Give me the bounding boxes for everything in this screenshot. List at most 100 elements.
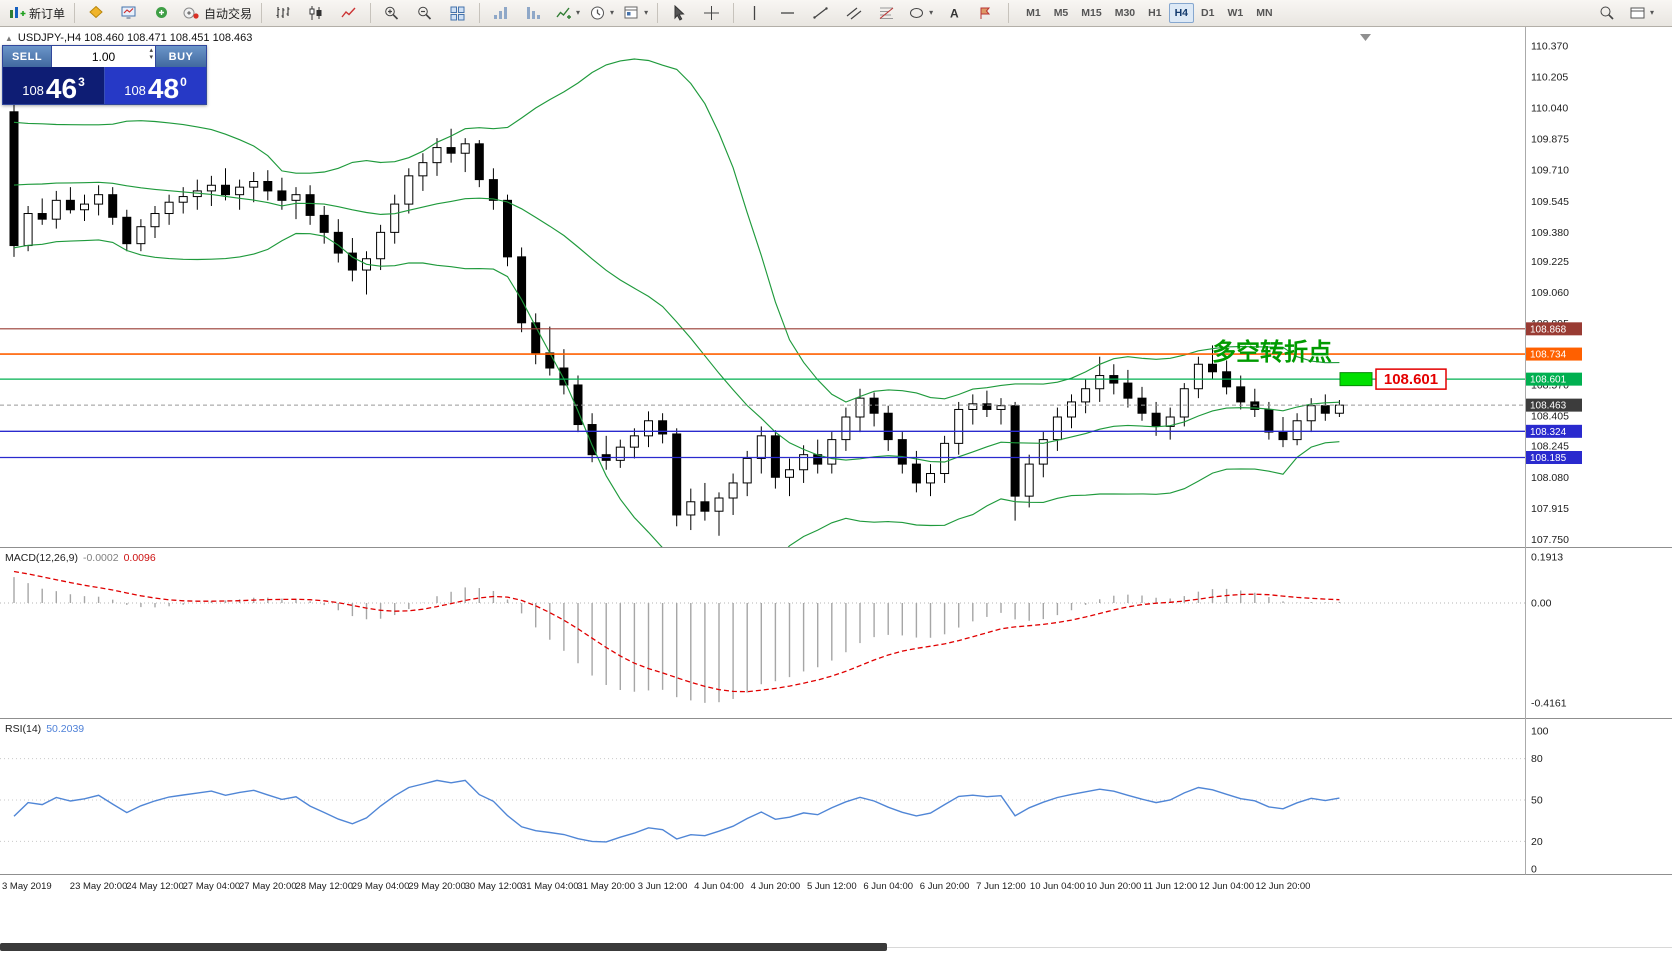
chart-canvas[interactable]: 110.370 110.205 110.040 109.875 109.710 109.5… (0, 27, 1672, 954)
cursor-tool-button[interactable] (663, 1, 695, 25)
bar-chart-button[interactable] (267, 1, 299, 25)
shapes-tool-button[interactable]: ▾ (904, 1, 937, 25)
timeframe-M5[interactable]: M5 (1053, 7, 1069, 19)
window-layout-button[interactable]: ▾ (1625, 1, 1658, 25)
arrange-ascending-button[interactable] (485, 1, 517, 25)
volume-stepper[interactable]: ▴ ▾ (149, 47, 153, 61)
svg-text:108.463: 108.463 (1530, 401, 1567, 412)
navigator-button[interactable] (146, 1, 178, 25)
symbol-ohlc-text: USDJPY-,H4 108.460 108.471 108.451 108.4… (17, 32, 253, 44)
sell-button[interactable]: SELL (3, 46, 51, 67)
collapse-panel-icon[interactable]: ▲ (5, 33, 13, 43)
svg-text:7 Jun 12:00: 7 Jun 12:00 (976, 881, 1026, 892)
chart-ohlc-header: ▲ USDJPY-,H4 108.460 108.471 108.451 108… (5, 32, 252, 44)
arrange-asc-icon (494, 7, 508, 19)
svg-text:110.370: 110.370 (1531, 40, 1568, 52)
rsi-name: RSI(14) (5, 723, 42, 735)
templates-button[interactable]: ▾ (619, 1, 652, 25)
new-order-button[interactable]: 新订单 (4, 1, 69, 25)
svg-text:3 May 2019: 3 May 2019 (2, 881, 52, 892)
mql-market-button[interactable] (80, 1, 112, 25)
line-chart-button[interactable] (333, 1, 365, 25)
svg-text:31 May 20:00: 31 May 20:00 (577, 881, 635, 892)
volume-value[interactable]: 1.00 (91, 49, 116, 64)
timeframe-H4[interactable]: H4 (1168, 3, 1195, 23)
timeframe-M1[interactable]: M1 (1026, 7, 1041, 19)
autotrade-button[interactable]: 自动交易 (179, 1, 256, 25)
svg-text:28 May 12:00: 28 May 12:00 (295, 881, 353, 892)
tile-windows-button[interactable] (442, 1, 474, 25)
toolbar-right-group: ▾ (1591, 1, 1672, 25)
svg-text:4 Jun 04:00: 4 Jun 04:00 (694, 881, 744, 892)
new-order-label: 新订单 (29, 6, 66, 21)
one-click-trading-panel: SELL 1.00 ▴ ▾ BUY 108 46 3 108 48 0 (2, 45, 207, 105)
timeframe-W1[interactable]: W1 (1227, 7, 1244, 19)
arrange-descending-button[interactable] (518, 1, 550, 25)
svg-text:0.00: 0.00 (1531, 598, 1552, 610)
crosshair-tool-button[interactable] (696, 1, 728, 25)
svg-text:23 May 20:00: 23 May 20:00 (70, 881, 128, 892)
spin-up-icon[interactable]: ▴ (149, 47, 153, 54)
buy-price[interactable]: 108 48 0 (105, 67, 206, 104)
navigator-icon (156, 7, 168, 18)
horizontal-level-lines[interactable] (0, 328, 1525, 459)
search-button[interactable] (1591, 1, 1623, 25)
sell-price-base: 108 (22, 83, 44, 98)
zoom-out-button[interactable] (409, 1, 441, 25)
buy-price-pip: 0 (180, 75, 187, 89)
timeframe-M15[interactable]: M15 (1081, 7, 1102, 19)
macd-name: MACD(12,26,9) (5, 552, 78, 564)
svg-text:12 Jun 20:00: 12 Jun 20:00 (1256, 881, 1311, 892)
indicators-button[interactable]: ▾ (551, 1, 584, 25)
rsi-line (13, 779, 1340, 843)
zoom-in-button[interactable] (376, 1, 408, 25)
chevron-down-icon: ▾ (576, 8, 581, 17)
candle-chart-button[interactable] (300, 1, 332, 25)
channel-tool-button[interactable] (838, 1, 870, 25)
svg-text:108.185: 108.185 (1530, 453, 1567, 464)
vertical-line-tool-button[interactable] (739, 1, 771, 25)
price-badge (1526, 451, 1582, 465)
periods-button[interactable]: ▾ (585, 1, 618, 25)
svg-text:110.205: 110.205 (1531, 71, 1568, 83)
main-price-pane (9, 58, 1344, 547)
chevron-down-icon: ▾ (929, 8, 934, 17)
chart-annotations[interactable]: 多空转折点 108.601 (1212, 34, 1447, 390)
svg-text:109.380: 109.380 (1531, 227, 1569, 239)
chart-shift-marker[interactable] (1360, 34, 1371, 41)
arrow-label-icon (980, 7, 991, 19)
mql-market-icon (89, 5, 103, 19)
toolbar-separator (261, 3, 263, 23)
fibonacci-tool-button[interactable] (871, 1, 903, 25)
market-watch-button[interactable] (113, 1, 145, 25)
text-tool-button[interactable]: A (938, 1, 970, 25)
price-tag-box[interactable] (1375, 368, 1447, 390)
timeframe-D1[interactable]: D1 (1201, 7, 1215, 19)
buy-button[interactable]: BUY (156, 46, 206, 67)
vline-icon (753, 6, 756, 20)
rsi-value: 50.2039 (46, 723, 85, 735)
channel-icon (846, 7, 862, 20)
svg-text:0: 0 (1531, 864, 1537, 876)
toolbar-separator (74, 3, 76, 23)
chevron-down-icon: ▾ (644, 8, 649, 17)
svg-text:24 May 12:00: 24 May 12:00 (126, 881, 184, 892)
horizontal-line-tool-button[interactable] (772, 1, 804, 25)
svg-text:0.1913: 0.1913 (1531, 552, 1563, 564)
arrow-label-tool-button[interactable] (971, 1, 1003, 25)
spin-down-icon[interactable]: ▾ (149, 54, 153, 61)
trendline-tool-button[interactable] (805, 1, 837, 25)
highlight-marker[interactable] (1339, 372, 1373, 387)
shapes-icon (910, 8, 924, 18)
sell-price[interactable]: 108 46 3 (3, 67, 105, 104)
buy-price-base: 108 (124, 83, 146, 98)
price-chart[interactable]: 110.370 110.205 110.040 109.875 109.710 109.5… (0, 27, 1672, 954)
timeframe-MN[interactable]: MN (1256, 7, 1273, 19)
timeframe-M30[interactable]: M30 (1114, 7, 1136, 19)
horizontal-scrollbar[interactable] (0, 943, 887, 951)
timeframe-H1[interactable]: H1 (1148, 7, 1162, 19)
volume-field[interactable]: 1.00 ▴ ▾ (51, 46, 156, 67)
macd-signal-value: 0.0096 (123, 552, 156, 564)
svg-text:6 Jun 04:00: 6 Jun 04:00 (863, 881, 913, 892)
svg-text:109.875: 109.875 (1531, 134, 1569, 146)
